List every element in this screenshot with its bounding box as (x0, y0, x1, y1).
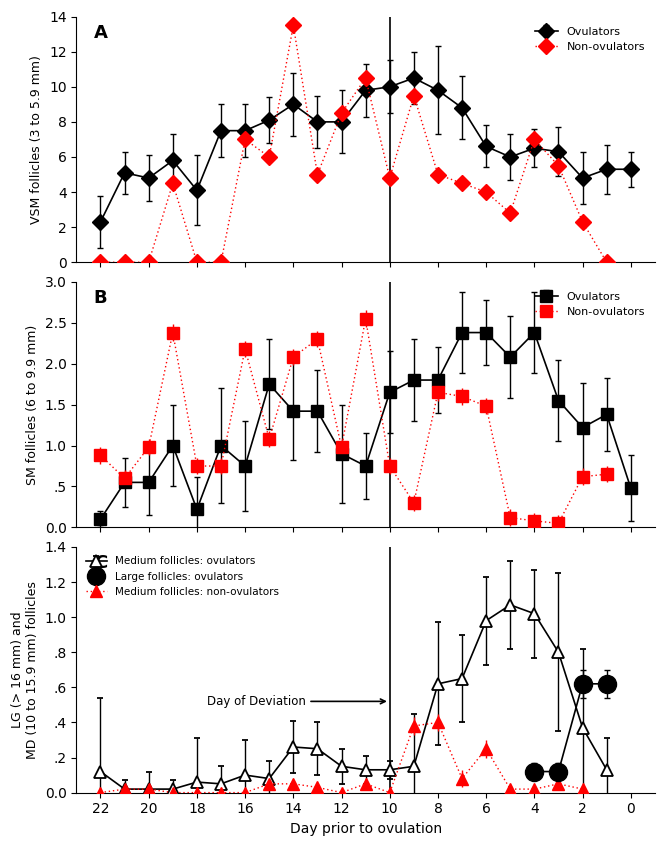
Text: B: B (94, 289, 107, 307)
Legend: Ovulators, Non-ovulators: Ovulators, Non-ovulators (531, 287, 649, 322)
X-axis label: Day prior to ovulation: Day prior to ovulation (290, 822, 442, 836)
Y-axis label: LG (> 16 mm) and
MD (10 to 15.9 mm) follicles: LG (> 16 mm) and MD (10 to 15.9 mm) foll… (11, 581, 39, 759)
Legend: Ovulators, Non-ovulators: Ovulators, Non-ovulators (531, 22, 649, 57)
Y-axis label: SM follicles (6 to 9.9 mm): SM follicles (6 to 9.9 mm) (26, 324, 39, 484)
Text: C: C (94, 554, 107, 573)
Legend: Medium follicles: ovulators, Large follicles: ovulators, Medium follicles: non-o: Medium follicles: ovulators, Large folli… (82, 552, 283, 601)
Text: Day of Deviation: Day of Deviation (206, 695, 385, 708)
Y-axis label: VSM follicles (3 to 5.9 mm): VSM follicles (3 to 5.9 mm) (31, 55, 43, 224)
Text: A: A (94, 24, 108, 42)
